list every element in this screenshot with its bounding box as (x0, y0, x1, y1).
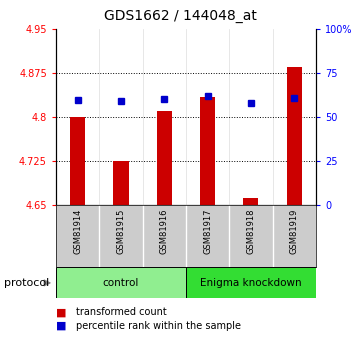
Text: control: control (103, 278, 139, 288)
Text: GSM81919: GSM81919 (290, 208, 299, 254)
Bar (56, 267, 186, 298)
Text: protocol: protocol (4, 278, 49, 288)
Bar (287, 68, 302, 205)
Text: ■: ■ (56, 321, 66, 331)
Text: ■: ■ (56, 307, 66, 317)
Text: GSM81916: GSM81916 (160, 208, 169, 254)
Text: GDS1662 / 144048_at: GDS1662 / 144048_at (104, 9, 257, 23)
Bar (113, 161, 129, 205)
Text: GSM81917: GSM81917 (203, 208, 212, 254)
Bar (186, 267, 316, 298)
Text: transformed count: transformed count (76, 307, 166, 317)
Text: Enigma knockdown: Enigma knockdown (200, 278, 302, 288)
Text: GSM81914: GSM81914 (73, 208, 82, 254)
Text: GSM81915: GSM81915 (117, 208, 125, 254)
Text: percentile rank within the sample: percentile rank within the sample (76, 321, 241, 331)
Text: GSM81918: GSM81918 (247, 208, 255, 254)
Bar (157, 111, 172, 205)
Bar (70, 117, 85, 205)
Bar (243, 198, 258, 205)
Bar (200, 97, 215, 205)
